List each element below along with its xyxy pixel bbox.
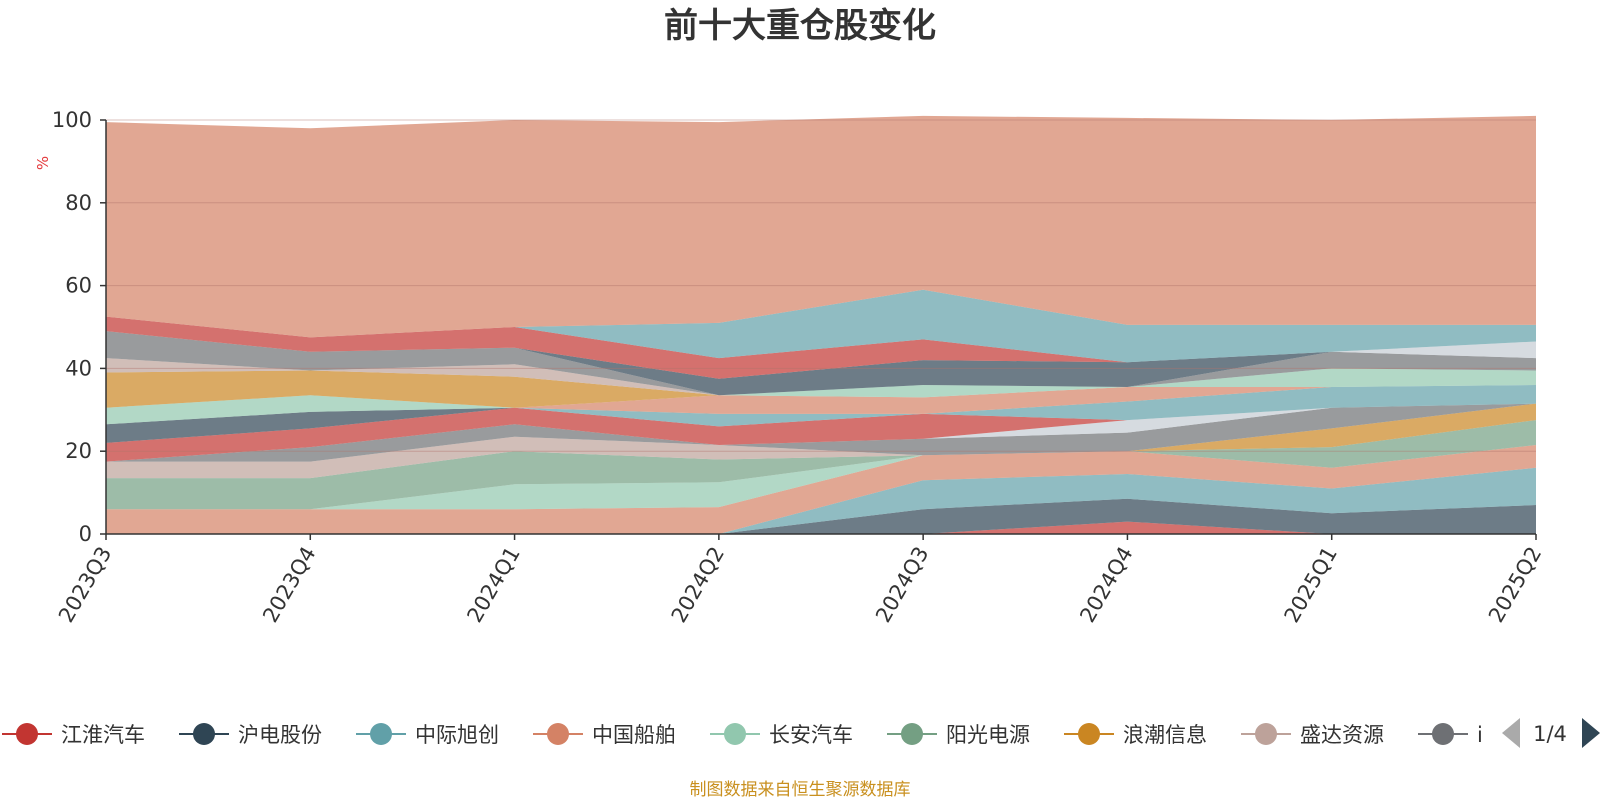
chart-title: 前十大重仓股变化 (664, 6, 936, 46)
legend-label: 中际旭创 (415, 723, 499, 747)
legend-item[interactable]: 阳光电源 (887, 723, 1030, 747)
x-tick-label: 2025Q2 (1484, 543, 1546, 627)
y-axis-unit: % (34, 156, 52, 170)
area-series-20 (106, 316, 1536, 379)
legend-item[interactable]: 浪潮信息 (1064, 723, 1207, 747)
legend[interactable]: 江淮汽车 沪电股份 中际旭创 中国船舶 长安汽车 阳光电源 浪潮信息 盛达资源 i (2, 723, 1483, 747)
x-tick-label: 2023Q4 (258, 543, 320, 627)
area-series-14 (106, 368, 1536, 425)
legend-circle-marker (1255, 723, 1277, 745)
area-series-15 (106, 368, 1536, 408)
legend-item[interactable]: 盛达资源 (1241, 723, 1384, 747)
legend-label: 阳光电源 (946, 723, 1030, 747)
area-series-2 (106, 467, 1536, 534)
legend-label: 沪电股份 (238, 723, 322, 747)
area-series-group (106, 115, 1536, 534)
triangle-right-icon[interactable] (1582, 718, 1600, 748)
area-series-12 (106, 385, 1536, 443)
area-series-9 (106, 403, 1536, 462)
area-series-4 (106, 445, 1536, 510)
area-series-6 (106, 403, 1536, 479)
legend-item[interactable]: i (1418, 723, 1483, 747)
area-series-0 (106, 521, 1536, 534)
legend-circle-marker (724, 723, 746, 745)
legend-page-indicator: 1/4 (1533, 722, 1567, 746)
x-axis-ticks: 2023Q3 2023Q4 2024Q1 2024Q2 2024Q3 2024Q4 2025… (54, 534, 1546, 627)
area-series-11 (106, 385, 1536, 443)
legend-label: 长安汽车 (769, 723, 853, 747)
legend-circle-marker (193, 723, 215, 745)
x-tick-label: 2024Q4 (1075, 543, 1137, 627)
area-series-17 (106, 331, 1536, 396)
x-tick-label: 2024Q3 (871, 543, 933, 627)
triangle-left-icon[interactable] (1502, 718, 1520, 748)
x-tick-label: 2023Q3 (54, 543, 116, 627)
legend-circle-marker (1078, 723, 1100, 745)
y-axis-ticks: 0 20 40 60 80 100 (52, 108, 106, 546)
legend-circle-marker (901, 723, 923, 745)
legend-label: 中国船舶 (592, 723, 676, 747)
footer-source-note: 制图数据来自恒生聚源数据库 (690, 780, 911, 800)
legend-label: i (1477, 723, 1483, 747)
grid-lines (106, 119, 1536, 452)
area-series-5 (106, 420, 1536, 510)
area-series-13 (106, 385, 1536, 425)
area-series-7 (106, 403, 1536, 479)
y-tick-label: 60 (65, 274, 92, 298)
axes (105, 120, 1536, 535)
legend-item[interactable]: 中国船舶 (533, 723, 676, 747)
legend-pager: 1/4 (1502, 718, 1600, 748)
legend-circle-marker (1432, 723, 1454, 745)
legend-item[interactable]: 江淮汽车 (2, 723, 145, 747)
area-series-19 (106, 331, 1536, 396)
legend-label: 盛达资源 (1300, 723, 1384, 747)
x-tick-label: 2025Q1 (1280, 543, 1342, 627)
area-series-1 (106, 498, 1536, 534)
area-series-10 (106, 403, 1536, 462)
area-series-3 (106, 445, 1536, 534)
legend-item[interactable]: 长安汽车 (710, 723, 853, 747)
legend-circle-marker (547, 723, 569, 745)
y-tick-label: 80 (65, 191, 92, 215)
legend-circle-marker (370, 723, 392, 745)
x-tick-label: 2024Q2 (667, 543, 729, 627)
legend-label: 浪潮信息 (1123, 723, 1207, 747)
area-series-8 (106, 403, 1536, 462)
legend-label: 江淮汽车 (61, 723, 145, 747)
legend-item[interactable]: 沪电股份 (179, 723, 322, 747)
area-series-21 (106, 289, 1536, 363)
y-tick-label: 100 (52, 108, 92, 132)
y-tick-label: 0 (79, 522, 92, 546)
y-tick-label: 40 (65, 356, 92, 380)
area-series-16 (106, 358, 1536, 396)
area-series-22 (106, 115, 1536, 338)
legend-item[interactable]: 中际旭创 (356, 723, 499, 747)
x-tick-label: 2024Q1 (462, 543, 524, 627)
y-tick-label: 20 (65, 439, 92, 463)
legend-circle-marker (16, 723, 38, 745)
